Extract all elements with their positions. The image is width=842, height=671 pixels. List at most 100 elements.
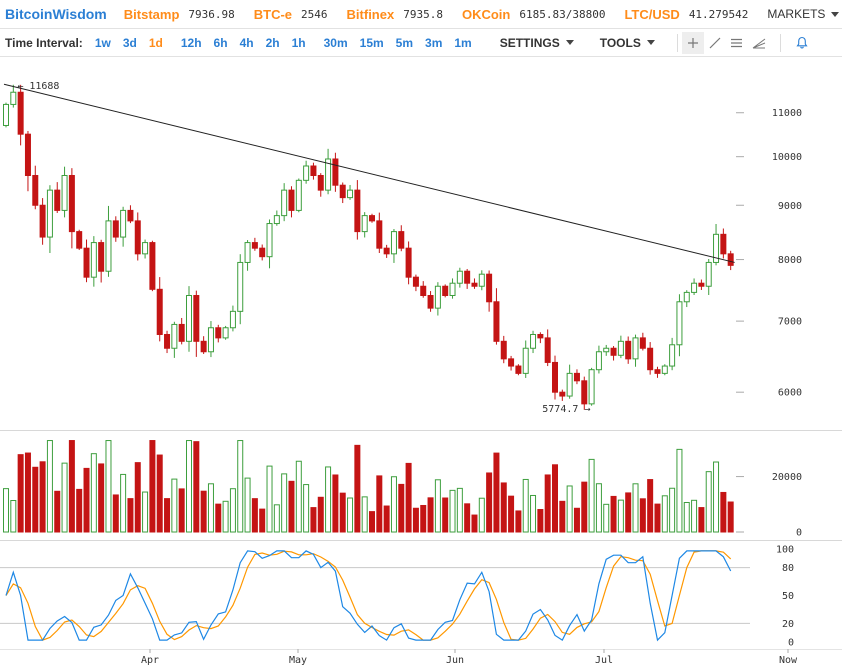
candle-up[interactable] — [603, 347, 610, 353]
candle-up[interactable] — [390, 231, 397, 255]
candle-down[interactable] — [720, 233, 727, 255]
candle-up[interactable] — [61, 174, 68, 211]
candle-up[interactable] — [105, 220, 112, 272]
candle-down[interactable] — [573, 372, 580, 382]
candle-up[interactable] — [361, 215, 368, 233]
candle-down[interactable] — [376, 220, 383, 249]
candle-down[interactable] — [134, 220, 141, 255]
candle-down[interactable] — [215, 327, 222, 339]
candle-up[interactable] — [222, 327, 229, 339]
candle-up[interactable] — [244, 242, 251, 263]
candle-down[interactable] — [193, 295, 200, 342]
candle-down[interactable] — [420, 285, 427, 297]
candle-down[interactable] — [398, 231, 405, 249]
candle-up[interactable] — [595, 351, 602, 371]
candle-down[interactable] — [427, 295, 434, 309]
candle-down[interactable] — [515, 365, 522, 374]
candle-up[interactable] — [90, 242, 97, 278]
interval-3d[interactable]: 3d — [122, 35, 137, 50]
candle-down[interactable] — [251, 242, 258, 249]
candle-down[interactable] — [39, 204, 46, 238]
candle-up[interactable] — [588, 369, 595, 405]
candle-down[interactable] — [259, 247, 266, 258]
candle-down[interactable] — [149, 242, 156, 290]
interval-5m[interactable]: 5m — [395, 35, 414, 50]
candle-up[interactable] — [46, 189, 53, 238]
candle-down[interactable] — [200, 340, 207, 353]
interval-1h[interactable]: 1h — [291, 35, 306, 50]
candle-down[interactable] — [537, 333, 544, 339]
candle-down[interactable] — [369, 215, 375, 222]
candle-up[interactable] — [705, 261, 712, 287]
ticker-bitstamp[interactable]: Bitstamp 7936.98 — [124, 7, 235, 22]
price-chart[interactable]: 6000 7000 8000 9000 10000 11000 0 20000 0 20 50 80 1… — [0, 57, 842, 671]
candle-down[interactable] — [332, 158, 339, 186]
candle-down[interactable] — [54, 189, 61, 211]
settings-menu[interactable]: SETTINGS — [500, 36, 574, 50]
ticker-bitfinex[interactable]: Bitfinex 7935.8 — [347, 7, 443, 22]
candle-up[interactable] — [281, 189, 288, 217]
candle-down[interactable] — [508, 358, 515, 367]
candle-down[interactable] — [310, 165, 317, 176]
interval-4h[interactable]: 4h — [239, 35, 254, 50]
interval-6h[interactable]: 6h — [213, 35, 228, 50]
horizontal-lines-icon[interactable] — [726, 32, 748, 54]
candle-up[interactable] — [522, 347, 529, 374]
candle-down[interactable] — [486, 273, 493, 303]
candle-down[interactable] — [698, 282, 705, 287]
candle-down[interactable] — [68, 174, 75, 233]
ticker-okcoin[interactable]: OKCoin 6185.83/38800 — [462, 7, 605, 22]
candle-down[interactable] — [354, 189, 361, 233]
candle-down[interactable] — [178, 323, 185, 342]
candle-down[interactable] — [164, 333, 171, 349]
interval-1w[interactable]: 1w — [94, 35, 111, 50]
candle-up[interactable] — [303, 165, 310, 181]
candle-down[interactable] — [500, 340, 507, 360]
candle-up[interactable] — [683, 291, 690, 303]
candle-up[interactable] — [295, 179, 302, 211]
candle-down[interactable] — [654, 369, 661, 374]
candle-up[interactable] — [237, 261, 244, 312]
candle-up[interactable] — [530, 333, 537, 349]
candle-up[interactable] — [142, 242, 149, 255]
candle-down[interactable] — [288, 189, 295, 211]
ticker-ltcusd[interactable]: LTC/USD 41.279542 — [624, 7, 748, 22]
tools-menu[interactable]: TOOLS — [600, 36, 655, 50]
candle-up[interactable] — [171, 323, 178, 349]
candle-down[interactable] — [405, 247, 412, 278]
interval-3m[interactable]: 3m — [425, 35, 443, 50]
candle-up[interactable] — [632, 337, 639, 360]
candle-up[interactable] — [266, 223, 273, 258]
candle-up[interactable] — [3, 103, 9, 126]
candle-up[interactable] — [617, 340, 624, 356]
interval-1d[interactable]: 1d — [148, 35, 163, 50]
candle-down[interactable] — [17, 91, 24, 135]
interval-15m[interactable]: 15m — [359, 35, 384, 50]
candle-down[interactable] — [156, 288, 163, 335]
brand-logo[interactable]: BitcoinWisdom — [5, 6, 107, 22]
candle-down[interactable] — [412, 276, 419, 287]
candle-down[interactable] — [83, 247, 90, 278]
candle-up[interactable] — [456, 270, 463, 284]
trendline[interactable] — [3, 83, 735, 263]
candle-down[interactable] — [544, 337, 551, 363]
candle-up[interactable] — [10, 91, 17, 105]
candle-up[interactable] — [120, 209, 127, 238]
candle-up[interactable] — [434, 285, 441, 309]
candle-down[interactable] — [552, 361, 558, 393]
candle-up[interactable] — [229, 310, 236, 329]
candle-down[interactable] — [639, 337, 646, 349]
candle-down[interactable] — [559, 391, 566, 397]
candle-up[interactable] — [325, 158, 332, 191]
candle-down[interactable] — [442, 285, 449, 297]
candle-down[interactable] — [581, 380, 588, 405]
candle-up[interactable] — [273, 215, 280, 225]
candle-down[interactable] — [383, 247, 390, 255]
interval-2h[interactable]: 2h — [265, 35, 280, 50]
alarm-bell-icon[interactable] — [791, 32, 813, 54]
candle-down[interactable] — [24, 133, 31, 176]
interval-12h[interactable]: 12h — [180, 35, 202, 50]
candle-up[interactable] — [207, 327, 214, 353]
candle-down[interactable] — [471, 282, 478, 287]
candle-down[interactable] — [339, 184, 346, 199]
